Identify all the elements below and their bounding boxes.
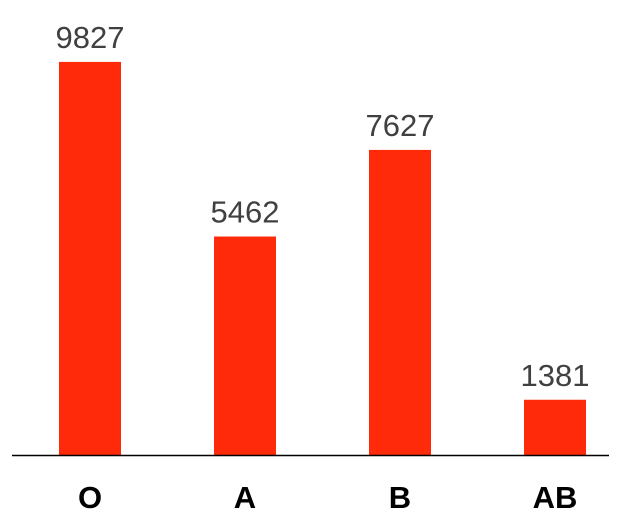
category-label-b: B — [389, 480, 411, 514]
value-label-a: 5462 — [211, 195, 280, 230]
bar-o — [59, 61, 121, 456]
value-labels-group: 9827 5462 7627 1381 — [56, 20, 590, 393]
value-label-b: 7627 — [366, 108, 435, 143]
value-label-o: 9827 — [56, 20, 125, 55]
bar-ab — [524, 399, 586, 455]
bar-a — [214, 236, 276, 455]
bars-group — [59, 61, 586, 456]
bar-b — [369, 149, 431, 456]
category-label-a: A — [234, 480, 256, 514]
category-label-o: O — [78, 480, 102, 514]
category-labels-group: O A B AB — [78, 480, 577, 514]
value-label-ab: 1381 — [521, 358, 590, 393]
category-label-ab: AB — [533, 480, 578, 514]
